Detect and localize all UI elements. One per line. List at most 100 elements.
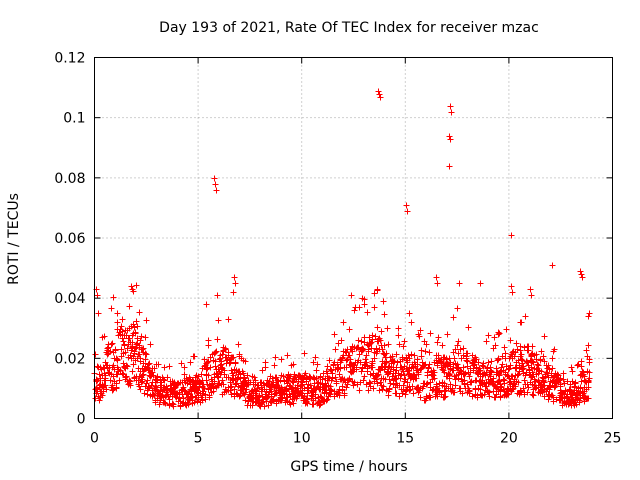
data-point [549,355,556,362]
data-point [127,352,134,359]
data-point [353,366,360,373]
data-point [434,339,441,346]
data-point [507,337,514,344]
data-point [384,371,391,378]
data-point [176,394,183,401]
data-point [466,387,473,394]
data-point [136,309,143,316]
data-point [396,393,403,400]
data-point [326,357,333,364]
data-point [205,358,212,365]
data-point [529,391,536,398]
data-point [426,392,433,399]
data-point [348,292,355,299]
data-point [489,378,496,385]
data-point [488,358,495,365]
data-point [468,379,475,386]
data-point [409,383,416,390]
data-point [191,353,198,360]
data-point [386,376,393,383]
data-point [406,370,413,377]
data-point [533,351,540,358]
x-tick-label: 15 [396,431,414,447]
data-point [370,385,377,392]
data-point [495,355,502,362]
data-point [310,359,317,366]
data-point [433,381,440,388]
data-point [424,372,431,379]
data-point [119,316,126,323]
data-point [109,382,116,389]
data-point [487,364,494,371]
data-point [137,355,144,362]
data-point [541,333,548,340]
data-point [101,333,108,340]
data-point [212,349,219,356]
data-point [231,274,238,281]
data-point [95,310,102,317]
data-point [204,359,211,366]
data-point [217,355,224,362]
data-point [129,286,136,293]
data-point [188,387,195,394]
data-point [549,262,556,269]
data-point [486,393,493,400]
data-point [287,401,294,408]
data-point [328,387,335,394]
data-point [374,324,381,331]
data-point [579,274,586,281]
data-point [425,365,432,372]
data-point [447,136,454,143]
data-point [414,361,421,368]
y-axis-label: ROTI / TECUs [6,193,22,285]
data-point [357,359,364,366]
data-point [119,328,126,335]
data-point [116,377,123,384]
data-point [474,394,481,401]
data-point [324,363,331,370]
x-tick-label: 5 [194,431,203,447]
data-point [226,360,233,367]
data-point [232,280,239,287]
data-point [120,338,127,345]
data-point [457,367,464,374]
data-point [466,373,473,380]
data-point [583,347,590,354]
data-point [290,400,297,407]
data-point [442,393,449,400]
data-point [358,338,365,345]
data-point [537,356,544,363]
data-point [541,358,548,365]
data-point [554,371,561,378]
data-point [499,361,506,368]
data-point [145,361,152,368]
data-point [214,336,221,343]
data-point [266,378,273,385]
data-point [191,399,198,406]
data-points [91,88,593,410]
data-point [386,386,393,393]
data-point [441,369,448,376]
data-point [220,381,227,388]
data-point [242,358,249,365]
data-point [141,390,148,397]
data-point [491,334,498,341]
data-point [422,348,429,355]
data-point [313,367,320,374]
data-point [496,330,503,337]
data-point [140,345,147,352]
data-point [333,378,340,385]
data-point [523,358,530,365]
data-point [134,323,141,330]
data-point [303,399,310,406]
data-point [337,365,344,372]
data-point [147,341,154,348]
data-point [336,371,343,378]
data-point [139,346,146,353]
data-point [164,374,171,381]
data-point [360,377,367,384]
data-point [423,341,430,348]
data-point [96,397,103,404]
data-point [543,369,550,376]
y-tick-label: 0 [77,412,86,428]
